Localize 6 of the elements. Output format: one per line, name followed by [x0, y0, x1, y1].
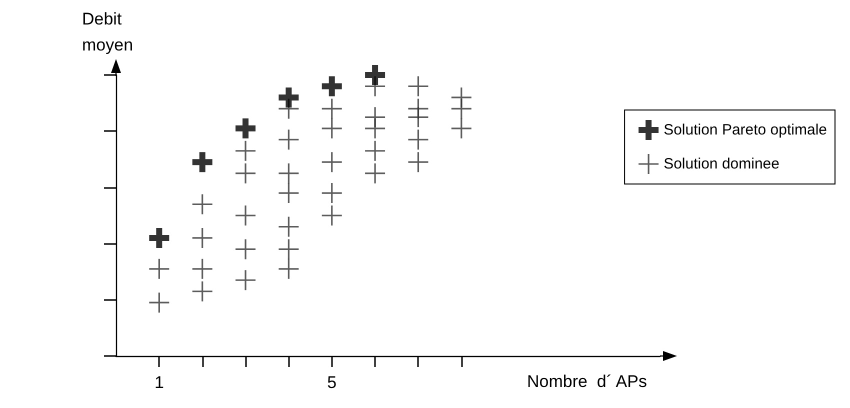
y-axis-title: Debit moyen — [82, 10, 134, 54]
x-tick-label: 1 — [154, 373, 164, 392]
legend-label: Solution dominee — [664, 156, 780, 172]
x-tick-label: 5 — [327, 373, 337, 392]
x-axis-title: Nombre d´ APs — [527, 372, 647, 391]
legend-label: Solution Pareto optimale — [664, 122, 828, 138]
